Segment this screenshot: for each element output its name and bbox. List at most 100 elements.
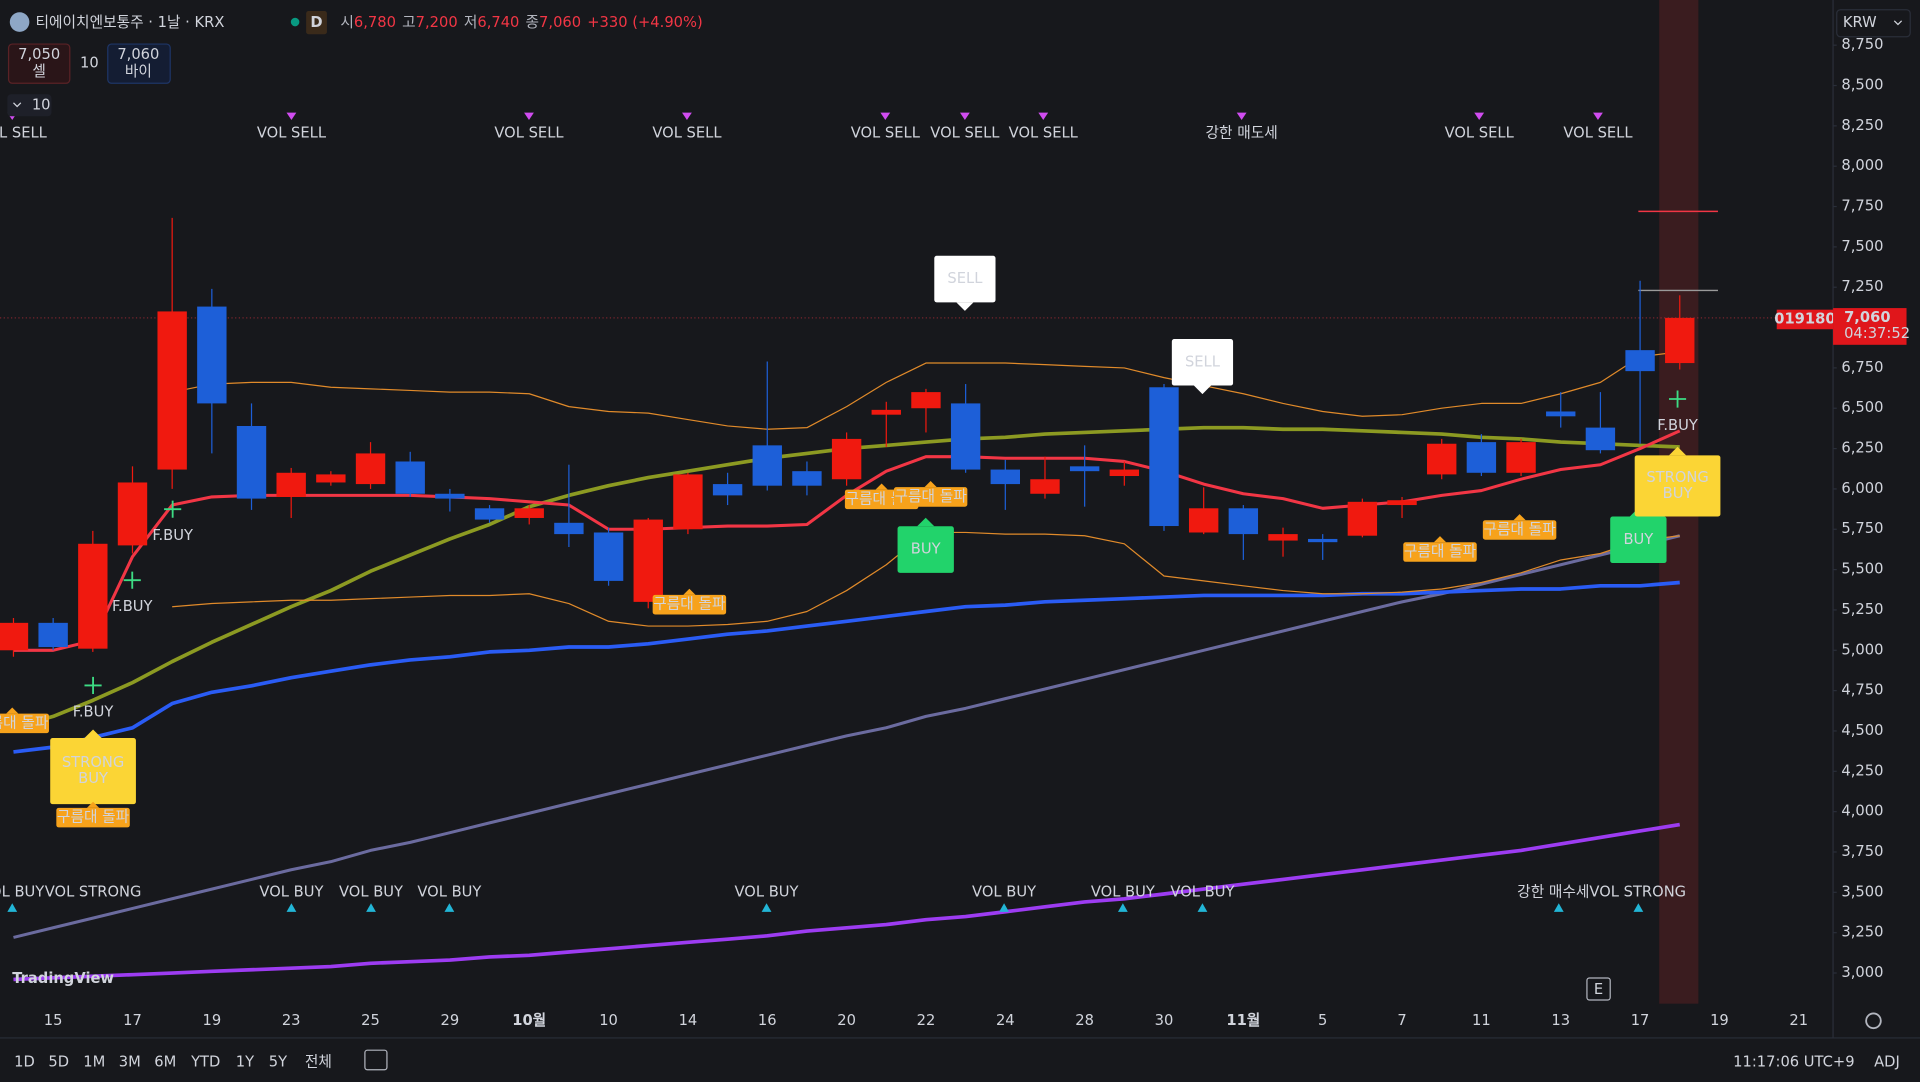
range-toolbar: 1D 5D 1M 3M 6M YTD 1Y 5Y 전체: [14, 1053, 332, 1070]
last-price-box: [1833, 308, 1907, 345]
clock[interactable]: 11:17:06 UTC+9: [1733, 1053, 1854, 1070]
ohlc-legend: 시6,780 고7,200 저6,740 종7,060 +330 (+4.90%): [340, 14, 702, 31]
signal-marker: [1593, 112, 1603, 120]
range-button[interactable]: 전체: [305, 1053, 332, 1070]
range-button[interactable]: 1M: [83, 1053, 105, 1070]
candle-body: [117, 482, 148, 546]
range-button[interactable]: 1D: [14, 1053, 35, 1070]
candle-body: [752, 445, 782, 486]
y-tick-label: 3,000: [1841, 964, 1883, 981]
signal-box-text: SELL: [1185, 353, 1221, 370]
candle-body: [276, 472, 306, 497]
watermark[interactable]: TradingView: [12, 970, 114, 987]
settings-icon[interactable]: [1865, 1012, 1882, 1030]
change-value: +330 (+4.90%): [587, 14, 702, 31]
signal-box-text: BUY: [1623, 531, 1653, 548]
breakout-box: [652, 594, 727, 615]
sell-label: 셀: [32, 63, 46, 80]
indicator-line: [13, 822, 1681, 982]
candle-body: [1625, 350, 1655, 372]
symbol-code: 019180: [1774, 310, 1835, 327]
breakout-label: 구름대 돌파: [1404, 543, 1477, 560]
breakout-label: 구름대 돌파: [653, 596, 726, 613]
candle-body: [474, 508, 505, 520]
range-button[interactable]: 3M: [119, 1053, 141, 1070]
signal-box-text: BUY: [1663, 485, 1693, 502]
close-label: 종: [526, 14, 540, 31]
range-button[interactable]: 6M: [154, 1053, 176, 1070]
x-tick-label: 21: [1789, 1012, 1808, 1029]
currency: KRW: [1843, 14, 1877, 31]
x-tick-label: 14: [679, 1012, 698, 1029]
symbol-title[interactable]: 티에이치엔보통주 · 1날 · KRX: [36, 14, 225, 31]
range-button[interactable]: 5D: [48, 1053, 69, 1070]
fbuy-label: F.BUY: [73, 703, 114, 720]
breakout-box: [1403, 542, 1477, 562]
low-value: 6,740: [477, 14, 519, 31]
signal-pointer: [917, 517, 935, 527]
event-badge: E: [1594, 981, 1603, 998]
y-tick-label: 8,000: [1841, 157, 1883, 174]
lots-value: 10: [32, 96, 51, 113]
candle-body: [1387, 500, 1417, 506]
breakout-box: [1482, 520, 1557, 540]
signal-marker: [1474, 112, 1485, 120]
signal-marker: [1553, 903, 1564, 912]
buy-signal: VOL BUY: [1091, 883, 1155, 900]
candle-body: [871, 409, 901, 415]
signal-marker: [880, 112, 891, 120]
currency-select[interactable]: [1836, 9, 1911, 38]
indicator-line: [13, 534, 1681, 939]
candle-body: [435, 493, 465, 499]
buy-button[interactable]: [107, 43, 171, 84]
x-tick-label: 19: [1710, 1012, 1729, 1029]
candle-body: [593, 532, 624, 581]
signal-marker: [999, 903, 1009, 912]
breakout-box: [0, 713, 49, 734]
range-button[interactable]: 1Y: [236, 1053, 254, 1070]
x-tick-label: 24: [996, 1012, 1015, 1029]
market-status: [290, 17, 300, 27]
date-range-icon[interactable]: [364, 1049, 388, 1071]
y-tick-label: 3,500: [1841, 883, 1883, 900]
x-tick-label: 15: [44, 1012, 63, 1029]
range-button[interactable]: YTD: [190, 1053, 220, 1070]
y-tick-label: 5,000: [1841, 641, 1883, 658]
range-button[interactable]: 5Y: [269, 1053, 287, 1070]
event-badge-box[interactable]: [1586, 977, 1611, 1001]
candle-body: [1506, 442, 1536, 473]
candle-body: [990, 469, 1020, 485]
x-tick-label: 16: [758, 1012, 777, 1029]
candle-body: [1069, 466, 1100, 472]
lots-dropdown[interactable]: [7, 94, 52, 117]
candle-body: [1308, 538, 1338, 543]
signal-marker: [7, 903, 18, 912]
x-tick-label: 20: [837, 1012, 856, 1029]
y-tick-label: 5,500: [1841, 561, 1883, 578]
candle-body: [1030, 479, 1060, 494]
high-label: 고: [402, 14, 416, 31]
candle-body: [355, 453, 386, 485]
x-tick-label: 19: [202, 1012, 221, 1029]
candle-body: [78, 543, 108, 649]
buy-signal: VOL BUY: [735, 883, 799, 900]
high-value: 7,200: [416, 14, 458, 31]
candle-body: [1546, 411, 1576, 417]
countdown: 04:37:52: [1844, 325, 1910, 342]
adjust-toggle[interactable]: ADJ: [1874, 1053, 1900, 1070]
x-tick-label: 17: [123, 1012, 142, 1029]
interval-badge: D: [310, 14, 322, 31]
sell-signal: VOL SELL: [1445, 124, 1515, 141]
fbuy-cross: [164, 500, 182, 518]
candle-body: [911, 392, 941, 409]
signal-marker: [1038, 112, 1049, 120]
buy-signal: VOL BUY: [417, 883, 481, 900]
breakout-pointer: [1433, 536, 1447, 543]
sell-button[interactable]: [7, 43, 71, 84]
x-tick-label: 13: [1551, 1012, 1570, 1029]
candle-body: [792, 471, 822, 486]
order-quantity[interactable]: 10: [80, 55, 99, 72]
sell-price: 7,050: [18, 46, 60, 63]
breakout-box: [893, 487, 968, 507]
